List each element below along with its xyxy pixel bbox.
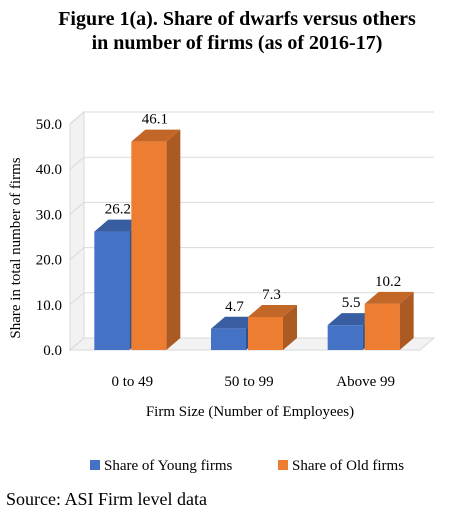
figure-title-line-1: Figure 1(a). Share of dwarfs versus othe… [58,8,416,30]
x-tick-label: 50 to 99 [224,374,273,390]
y-tick-label: 20.0 [36,253,62,269]
x-tick-label: 0 to 49 [111,374,153,390]
bar-old-2 [364,291,414,350]
side-wall [69,110,85,352]
gridline [69,292,434,306]
x-tick-label: Above 99 [336,374,395,390]
gridlines [69,111,434,351]
x-axis-ticks: 0 to 49 50 to 99 Above 99 [111,374,395,390]
legend: Share of Young firms Share of Old firms [90,458,404,474]
data-label: 10.2 [375,274,401,290]
gridline [69,247,434,260]
legend-item-old: Share of Old firms [278,458,404,474]
legend-swatch [90,460,100,470]
legend-label: Share of Old firms [292,458,404,474]
gridline [69,337,434,351]
legend-item-young: Share of Young firms [90,458,232,474]
gridline [69,111,434,125]
gridline [69,201,434,215]
data-label: 7.3 [262,287,281,303]
data-label: 46.1 [142,112,168,128]
gridline [69,156,434,170]
legend-label: Share of Young firms [104,458,232,474]
data-label: 26.2 [105,202,131,218]
y-tick-label: 0.0 [43,343,62,359]
bar-old-1 [248,305,297,350]
figure-title-line-2: in number of firms (as of 2016-17) [91,32,383,54]
source-note: Source: ASI Firm level data [6,489,207,509]
y-axis-ticks: 0.0 10.0 20.0 30.0 40.0 50.0 [36,117,62,359]
y-tick-label: 10.0 [36,298,62,314]
bars: 26.2 46.1 4.7 7.3 5.5 10.2 [94,112,414,350]
y-tick-label: 30.0 [36,207,62,223]
data-label: 4.7 [225,299,244,315]
bar-old-0 [131,129,181,350]
y-tick-label: 50.0 [36,117,62,133]
y-axis-label: Share in total number of firms [8,157,24,338]
y-tick-label: 40.0 [36,162,62,178]
x-axis-label: Firm Size (Number of Employees) [146,404,354,420]
legend-swatch [278,460,288,470]
data-label: 5.5 [342,295,361,311]
